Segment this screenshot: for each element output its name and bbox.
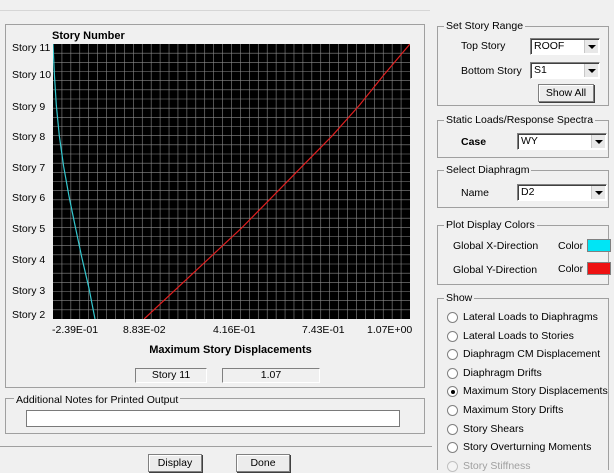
y-color-swatch[interactable]	[587, 262, 611, 275]
story-label: Story 6	[12, 192, 46, 204]
show-option-label[interactable]: Diaphragm Drifts	[463, 367, 542, 379]
name-label: Name	[461, 187, 490, 199]
show-option-label[interactable]: Diaphragm CM Displacement	[463, 348, 601, 360]
show-option-label[interactable]: Story Shears	[463, 423, 524, 435]
case-select[interactable]: WY	[517, 133, 607, 150]
y-direction-label: Global Y-Direction	[453, 264, 538, 276]
show-title: Show	[444, 292, 475, 304]
show-option-radio[interactable]	[447, 349, 458, 360]
show-option-radio[interactable]	[447, 386, 458, 397]
bottom-story-value: S1	[534, 64, 547, 76]
y-direction-displacement-line	[143, 44, 410, 319]
x-tick-label: 4.16E-01	[213, 324, 256, 336]
x-axis-title: Maximum Story Displacements	[149, 344, 312, 356]
story-displacement-plot	[53, 44, 410, 319]
show-option-label: Story Stiffness	[463, 460, 531, 472]
colors-group	[437, 225, 609, 285]
show-option-radio[interactable]	[447, 424, 458, 435]
plot-svg	[53, 44, 410, 319]
case-label: Case	[461, 136, 487, 148]
cursor-story-readout: Story 11	[135, 368, 207, 383]
colors-title: Plot Display Colors	[444, 219, 537, 231]
chevron-down-icon[interactable]	[591, 135, 605, 148]
show-option-radio[interactable]	[447, 312, 458, 323]
case-value: WY	[521, 135, 538, 147]
x-tick-label: 7.43E-01	[302, 324, 345, 336]
notes-input[interactable]	[26, 410, 400, 427]
story-label: Story 5	[12, 223, 46, 235]
notes-group	[5, 398, 425, 434]
bottom-story-label: Bottom Story	[461, 65, 522, 77]
top-story-select[interactable]: ROOF	[530, 38, 600, 55]
show-group	[437, 298, 609, 470]
show-option-label[interactable]: Lateral Loads to Stories	[463, 330, 574, 342]
x-color-swatch[interactable]	[587, 239, 611, 252]
x-tick-label: -2.39E-01	[52, 324, 99, 336]
story-label: Story 3	[12, 285, 46, 297]
x-tick-label: 8.83E-02	[123, 324, 166, 336]
diaphragm-value: D2	[521, 186, 535, 198]
story-range-title: Set Story Range	[444, 20, 526, 32]
bottom-story-select[interactable]: S1	[530, 62, 600, 79]
diaphragm-select[interactable]: D2	[517, 184, 607, 201]
x-direction-label: Global X-Direction	[453, 240, 539, 252]
x-direction-displacement-line	[53, 44, 96, 319]
show-option-radio	[447, 461, 458, 472]
diaphragm-title: Select Diaphragm	[444, 164, 532, 176]
button-separator	[0, 446, 432, 447]
show-option-radio[interactable]	[447, 405, 458, 416]
story-label: Story 11	[12, 42, 51, 54]
story-label: Story 9	[12, 101, 46, 113]
chevron-down-icon[interactable]	[584, 40, 598, 53]
story-label: Story 2	[12, 309, 46, 321]
loads-title: Static Loads/Response Spectra	[444, 114, 596, 126]
show-all-button[interactable]: Show All	[538, 84, 594, 102]
cursor-value-readout: 1.07	[222, 368, 320, 383]
show-option-label[interactable]: Lateral Loads to Diaphragms	[463, 311, 598, 323]
top-story-value: ROOF	[534, 40, 565, 52]
show-option-radio[interactable]	[447, 331, 458, 342]
story-label: Story 10	[12, 69, 52, 81]
notes-label: Additional Notes for Printed Output	[14, 394, 181, 406]
done-button[interactable]: Done	[236, 454, 290, 472]
story-label: Story 4	[12, 254, 46, 266]
show-option-radio[interactable]	[447, 368, 458, 379]
chevron-down-icon[interactable]	[584, 64, 598, 77]
show-option-label[interactable]: Maximum Story Drifts	[463, 404, 564, 416]
plot-y-axis-title: Story Number	[52, 30, 125, 42]
story-label: Story 7	[12, 162, 46, 174]
top-separator	[0, 10, 430, 11]
top-story-label: Top Story	[461, 40, 506, 52]
show-option-label[interactable]: Story Overturning Moments	[463, 441, 592, 453]
display-button[interactable]: Display	[148, 454, 202, 472]
y-color-label: Color	[558, 263, 584, 275]
x-tick-label: 1.07E+00	[367, 324, 413, 336]
story-label: Story 8	[12, 131, 46, 143]
show-option-radio[interactable]	[447, 442, 458, 453]
show-option-label[interactable]: Maximum Story Displacements	[463, 385, 608, 397]
chevron-down-icon[interactable]	[591, 186, 605, 199]
x-color-label: Color	[558, 240, 584, 252]
